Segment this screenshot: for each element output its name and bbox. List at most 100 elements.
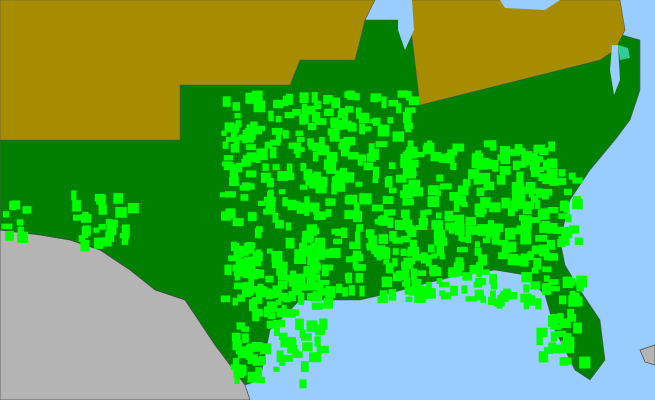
present-county [264, 141, 273, 149]
present-county [400, 190, 410, 198]
present-county [232, 340, 242, 351]
present-county [572, 196, 582, 202]
present-county [232, 102, 241, 111]
present-county [557, 313, 564, 324]
present-county [507, 254, 518, 265]
present-county [310, 274, 321, 281]
present-county [306, 224, 317, 236]
present-county [81, 214, 92, 223]
present-county [425, 281, 432, 294]
present-county [517, 181, 523, 191]
present-county [548, 279, 559, 285]
present-county [396, 103, 402, 114]
present-county [319, 136, 325, 148]
present-county [454, 214, 465, 227]
present-county [534, 200, 541, 210]
present-county [264, 306, 271, 318]
present-county [381, 96, 387, 109]
present-county [523, 284, 530, 293]
present-county [250, 126, 262, 135]
present-county [531, 267, 539, 274]
present-county [295, 130, 304, 137]
present-county [232, 297, 238, 306]
present-county [569, 290, 576, 299]
present-county [105, 231, 115, 243]
present-county [233, 364, 246, 377]
present-county [272, 212, 279, 223]
present-county [407, 159, 419, 168]
present-county [233, 123, 240, 133]
present-county [458, 233, 465, 241]
present-county [234, 378, 240, 384]
present-county [352, 210, 363, 222]
present-county [510, 227, 523, 235]
present-county [296, 136, 305, 143]
present-county [489, 202, 501, 213]
present-county [307, 138, 314, 147]
present-county [439, 282, 450, 288]
present-county [342, 112, 348, 123]
present-county [478, 254, 487, 266]
present-county [476, 187, 485, 196]
present-county [226, 136, 238, 142]
present-county [476, 178, 482, 185]
present-county [475, 262, 483, 270]
present-county [447, 149, 458, 156]
present-county [373, 245, 386, 257]
present-county [558, 235, 570, 246]
present-county [113, 193, 123, 204]
present-county [230, 143, 240, 153]
present-county [252, 313, 260, 322]
present-county [282, 95, 289, 106]
present-county [317, 280, 330, 286]
present-county [235, 120, 242, 128]
present-county [315, 243, 324, 253]
present-county [404, 286, 416, 295]
present-county [425, 254, 432, 267]
present-county [232, 264, 242, 272]
present-county [520, 258, 529, 267]
present-county [499, 166, 511, 175]
present-county [330, 117, 338, 125]
present-county [299, 116, 307, 125]
present-county [224, 264, 232, 275]
present-county [349, 241, 361, 250]
present-county [375, 141, 388, 148]
present-county [313, 100, 321, 110]
present-county [543, 275, 550, 282]
present-county [22, 206, 32, 214]
present-county [568, 295, 580, 307]
present-county [306, 281, 313, 288]
present-county [242, 333, 249, 343]
present-county [428, 244, 435, 253]
present-county [489, 274, 498, 285]
present-county [400, 209, 410, 218]
present-county [516, 161, 527, 168]
present-county [325, 286, 336, 298]
present-county [444, 210, 454, 222]
present-county [275, 220, 284, 229]
present-county [373, 117, 381, 126]
present-county [259, 343, 272, 355]
present-county [413, 151, 425, 158]
present-county [490, 227, 501, 236]
present-county [544, 173, 555, 183]
present-county [336, 180, 346, 192]
present-county [397, 90, 406, 98]
present-county [359, 193, 372, 205]
present-county [16, 219, 24, 226]
present-county [401, 261, 413, 270]
present-county [310, 262, 316, 269]
present-county [299, 92, 309, 104]
present-county [335, 228, 341, 237]
present-county [254, 228, 262, 239]
present-county [474, 247, 482, 256]
present-county [385, 262, 394, 274]
present-county [462, 272, 473, 281]
present-county [245, 242, 255, 254]
present-county [256, 249, 262, 259]
present-county [304, 205, 310, 216]
present-county [456, 246, 468, 253]
present-county [250, 121, 258, 129]
present-county [433, 229, 446, 239]
